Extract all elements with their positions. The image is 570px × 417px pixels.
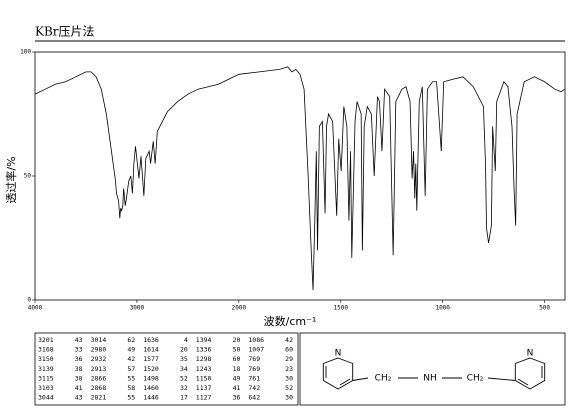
peak-wavenumber: 2980: [91, 346, 107, 354]
peak-transmittance: 41: [75, 384, 83, 392]
peak-transmittance: 23: [285, 365, 293, 373]
peak-transmittance: 30: [285, 374, 293, 382]
y-axis-label: 透过率/%: [4, 156, 18, 203]
peak-wavenumber: 2913: [91, 365, 107, 373]
peak-wavenumber: 1127: [196, 394, 212, 402]
peak-wavenumber: 1460: [143, 384, 159, 392]
structure-label: CH₂: [467, 374, 484, 384]
y-tick-label: 0: [27, 297, 31, 304]
peak-transmittance: 41: [233, 384, 241, 392]
peak-wavenumber: 742: [248, 384, 260, 392]
peak-transmittance: 55: [127, 374, 135, 382]
peak-transmittance: 29: [285, 355, 293, 363]
peak-wavenumber: 1446: [143, 394, 159, 402]
x-tick-label: 3000: [130, 305, 145, 312]
peak-transmittance: 30: [285, 394, 293, 402]
peak-wavenumber: 3168: [38, 346, 54, 354]
peak-wavenumber: 1498: [143, 374, 159, 382]
peak-transmittance: 60: [233, 355, 241, 363]
x-tick-label: 4000: [28, 305, 43, 312]
peak-transmittance: 57: [127, 365, 135, 373]
peak-wavenumber: 3115: [38, 374, 54, 382]
peak-wavenumber: 1086: [248, 336, 264, 344]
x-tick-label: 2000: [232, 305, 247, 312]
peak-wavenumber: 1150: [196, 374, 212, 382]
peak-transmittance: 33: [75, 346, 83, 354]
peak-wavenumber: 2932: [91, 355, 107, 363]
peak-wavenumber: 3150: [38, 355, 54, 363]
peak-transmittance: 36: [233, 394, 241, 402]
peak-transmittance: 58: [127, 384, 135, 392]
structure-label: CH₂: [375, 374, 392, 384]
peak-transmittance: 52: [180, 374, 188, 382]
peak-wavenumber: 1614: [143, 346, 159, 354]
peak-transmittance: 62: [127, 336, 135, 344]
peak-wavenumber: 3044: [38, 394, 54, 402]
peak-transmittance: 36: [75, 355, 83, 363]
structure-bonds: [322, 357, 546, 390]
structure-label: NH: [423, 374, 437, 384]
peak-transmittance: 35: [180, 355, 188, 363]
peak-transmittance: 42: [285, 336, 293, 344]
peak-wavenumber: 1636: [143, 336, 159, 344]
peak-transmittance: 52: [285, 384, 293, 392]
peak-transmittance: 60: [285, 346, 293, 354]
peak-wavenumber: 1137: [196, 384, 212, 392]
peak-transmittance: 38: [75, 374, 83, 382]
peak-wavenumber: 1394: [196, 336, 212, 344]
peak-transmittance: 43: [75, 394, 83, 402]
x-tick-label: 1000: [435, 305, 450, 312]
peak-transmittance: 49: [233, 374, 241, 382]
spectrum-line: [34, 66, 566, 291]
structure-label: N: [335, 349, 342, 359]
peak-wavenumber: 2868: [91, 384, 107, 392]
peak-wavenumber: 1243: [196, 365, 212, 373]
peak-wavenumber: 3014: [91, 336, 107, 344]
peak-transmittance: 55: [127, 394, 135, 402]
peak-transmittance: 49: [127, 346, 135, 354]
peak-transmittance: 34: [180, 365, 188, 373]
chart-title: KBr压片法: [35, 25, 95, 39]
peak-transmittance: 20: [180, 346, 188, 354]
peak-transmittance: 42: [127, 355, 135, 363]
peak-wavenumber: 1577: [143, 355, 159, 363]
peak-transmittance: 38: [75, 365, 83, 373]
peak-wavenumber: 2821: [91, 394, 107, 402]
peak-wavenumber: 1520: [143, 365, 159, 373]
y-tick-label: 50: [24, 173, 32, 180]
peak-wavenumber: 1007: [248, 346, 264, 354]
structure-frame: [299, 332, 566, 406]
peak-wavenumber: 761: [248, 374, 260, 382]
x-axis-label: 波数/cm⁻¹: [264, 315, 317, 328]
peak-transmittance: 17: [180, 394, 188, 402]
peak-wavenumber: 3103: [38, 384, 54, 392]
peak-wavenumber: 1336: [196, 346, 212, 354]
peak-transmittance: 50: [233, 346, 241, 354]
peak-transmittance: 32: [180, 384, 188, 392]
x-tick-label: 500: [539, 305, 550, 312]
peak-transmittance: 18: [233, 365, 241, 373]
peak-transmittance: 43: [75, 336, 83, 344]
peak-wavenumber: 3139: [38, 365, 54, 373]
peak-transmittance: 4: [184, 336, 188, 344]
peak-wavenumber: 1298: [196, 355, 212, 363]
peak-wavenumber: 769: [248, 365, 260, 373]
peak-table-frame: [34, 332, 299, 406]
peak-wavenumber: 642: [248, 394, 260, 402]
peak-transmittance: 20: [233, 336, 241, 344]
x-tick-label: 1500: [334, 305, 349, 312]
structure-label: N: [527, 349, 534, 359]
y-tick-label: 100: [20, 49, 31, 56]
peak-wavenumber: 2866: [91, 374, 107, 382]
peak-wavenumber: 769: [248, 355, 260, 363]
peak-wavenumber: 3201: [38, 336, 54, 344]
